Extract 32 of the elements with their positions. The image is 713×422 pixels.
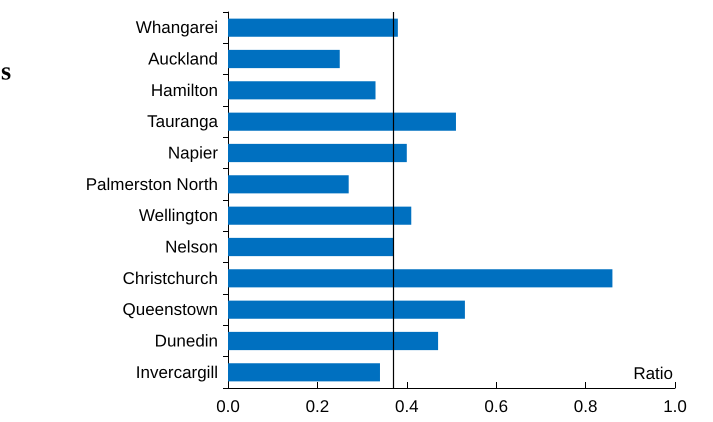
y-tick-label: Wellington <box>138 206 218 226</box>
x-tick-label: 0.8 <box>574 397 598 416</box>
bar <box>228 206 412 225</box>
y-tick-label: Hamilton <box>150 80 218 100</box>
y-tick-label: Christchurch <box>122 268 218 288</box>
y-tick-label: Dunedin <box>154 332 218 350</box>
x-tick-label: 0.6 <box>484 397 508 416</box>
bar <box>228 332 438 350</box>
bar <box>228 81 376 100</box>
x-tick-label: 0.2 <box>306 397 330 416</box>
bar <box>228 144 407 162</box>
y-tick-label: Auckland <box>148 50 218 68</box>
bar <box>228 112 456 131</box>
y-tick-label: Invercargill <box>136 362 218 382</box>
text: s <box>1 56 12 86</box>
y-tick-label: Nelson <box>165 238 218 256</box>
y-tick-label: Whangarei <box>136 18 218 38</box>
x-tick-label: 0.4 <box>394 397 419 416</box>
x-tick-label: 1.0 <box>663 397 687 416</box>
y-tick-label: Palmerston North <box>86 174 218 194</box>
bar <box>228 363 380 382</box>
bar <box>228 50 340 68</box>
y-tick-label: Queenstown <box>122 300 218 320</box>
bar <box>228 238 394 256</box>
x-tick-label: 0.0 <box>216 397 240 416</box>
x-axis-title: Ratio <box>633 364 673 383</box>
bar <box>228 18 398 37</box>
y-tick-label: Napier <box>168 144 218 162</box>
bar <box>228 269 612 288</box>
y-tick-label: Tauranga <box>147 112 219 132</box>
bar <box>228 300 465 319</box>
bar <box>228 175 349 194</box>
